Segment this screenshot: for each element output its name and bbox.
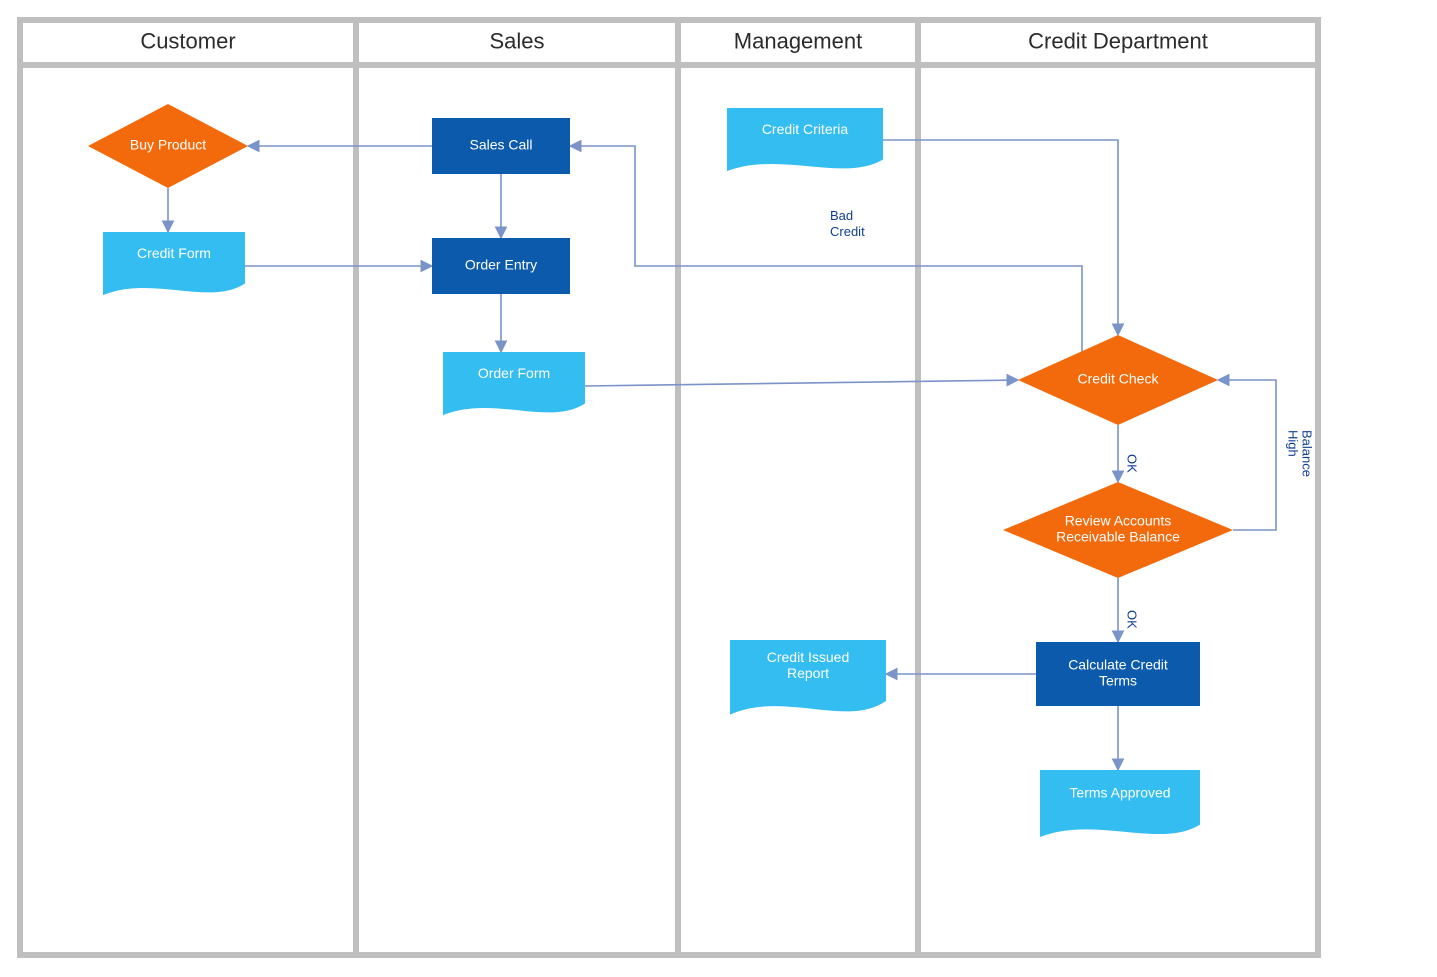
svg-text:Credit Form: Credit Form [137, 245, 211, 261]
swimlane-flowchart: Customer Sales Management Credit Department… [0, 0, 1437, 977]
svg-text:Calculate Credit: Calculate Credit [1068, 657, 1168, 673]
document-terms: Terms Approved [1040, 770, 1200, 837]
process-orderentry: Order Entry [432, 238, 570, 294]
lane-body-sales [356, 65, 678, 955]
svg-text:Order Form: Order Form [478, 365, 550, 381]
edge-label: Bad [830, 208, 853, 223]
edge-label: OK [1125, 610, 1140, 629]
svg-text:Buy Product: Buy Product [130, 137, 206, 153]
document-orderform: Order Form [443, 352, 585, 415]
document-creditform: Credit Form [103, 232, 245, 295]
edge-label: Balance [1300, 430, 1315, 477]
svg-text:Credit Check: Credit Check [1078, 371, 1160, 387]
document-creditreport: Credit IssuedReport [730, 640, 886, 715]
svg-text:Management: Management [734, 28, 862, 53]
edge-label: OK [1125, 454, 1140, 473]
svg-text:Sales: Sales [489, 28, 544, 53]
svg-text:Credit Issued: Credit Issued [767, 649, 849, 665]
process-salescall: Sales Call [432, 118, 570, 174]
svg-text:Sales Call: Sales Call [469, 137, 532, 153]
svg-text:Credit Department: Credit Department [1028, 28, 1208, 53]
svg-text:Order Entry: Order Entry [465, 257, 537, 273]
svg-text:Report: Report [787, 665, 829, 681]
edge-label: High [1286, 430, 1301, 457]
svg-text:Terms: Terms [1099, 673, 1137, 689]
lane-body-management [678, 65, 918, 955]
svg-text:Receivable Balance: Receivable Balance [1056, 529, 1180, 545]
document-criteria: Credit Criteria [727, 108, 883, 171]
svg-text:Customer: Customer [140, 28, 235, 53]
edge-label: Credit [830, 224, 865, 239]
svg-text:Credit Criteria: Credit Criteria [762, 121, 849, 137]
svg-text:Review Accounts: Review Accounts [1065, 513, 1172, 529]
svg-text:Terms Approved: Terms Approved [1069, 785, 1170, 801]
process-calc: Calculate CreditTerms [1036, 642, 1200, 706]
lane-body-customer [20, 65, 356, 955]
